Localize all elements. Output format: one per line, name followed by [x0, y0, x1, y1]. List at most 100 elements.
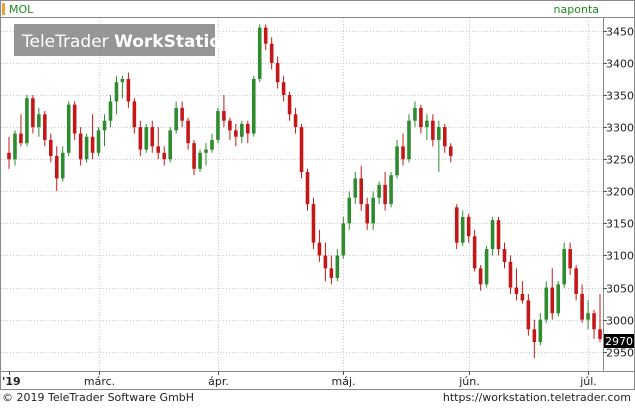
candle-body: [180, 107, 184, 121]
candle: [210, 133, 214, 153]
candle: [454, 204, 459, 250]
candle: [54, 146, 59, 192]
symbol-accent-bar: [2, 3, 5, 15]
candle: [514, 268, 519, 301]
candle: [305, 168, 310, 211]
candle-body: [508, 261, 513, 288]
candle-body: [586, 313, 590, 320]
candle: [78, 127, 83, 166]
candle-body: [246, 123, 250, 134]
candle: [156, 127, 161, 160]
y-tick-label: 3100: [606, 250, 634, 263]
candle: [407, 114, 411, 163]
candle-body: [359, 178, 364, 205]
candle: [568, 242, 572, 275]
candle-body: [299, 127, 304, 173]
candle: [132, 98, 137, 134]
candle-body: [90, 136, 95, 153]
candle: [538, 313, 543, 346]
candle-body: [574, 268, 578, 294]
candle: [204, 143, 208, 166]
y-tick-label: 3050: [606, 283, 634, 296]
symbol-label: MOL: [9, 3, 34, 16]
candle-body: [25, 98, 29, 144]
x-tick-label: júl.: [579, 375, 597, 388]
candle-body: [293, 114, 298, 128]
candle-body: [156, 146, 161, 153]
footer-copyright: © 2019 TeleTrader Software GmbH: [2, 391, 195, 404]
candle-body: [550, 287, 555, 314]
interval-label: naponta: [554, 3, 599, 16]
y-tick-label: 3000: [606, 315, 634, 328]
candle: [114, 75, 119, 115]
footer-url[interactable]: https://workstation.teletrader.com: [442, 391, 631, 404]
candle-body: [377, 184, 381, 198]
candle-body: [174, 107, 178, 131]
candle-body: [222, 111, 226, 121]
candle: [413, 101, 417, 128]
candle-body: [383, 184, 387, 205]
candle-body: [281, 82, 286, 96]
candle-body: [228, 120, 232, 131]
candle: [502, 242, 507, 269]
candle: [19, 114, 23, 147]
candle-body: [562, 249, 566, 285]
candle-body: [323, 255, 328, 269]
candle: [544, 281, 549, 323]
candle-body: [568, 249, 572, 269]
candle-body: [443, 127, 447, 147]
candle-body: [43, 114, 47, 140]
candle-body: [269, 43, 274, 63]
candle: [192, 139, 196, 176]
candle: [90, 114, 95, 160]
candle-body: [413, 107, 417, 121]
candle: [365, 197, 369, 230]
candle: [562, 242, 566, 288]
candle-body: [192, 143, 196, 169]
candle-body: [287, 95, 292, 115]
x-tick-label: '19: [2, 375, 21, 388]
candle-body: [37, 114, 41, 128]
candle-body: [54, 155, 59, 179]
candle: [84, 133, 89, 163]
candle-body: [114, 82, 119, 102]
candle-body: [48, 139, 53, 156]
candle: [251, 75, 256, 137]
candle-body: [126, 78, 131, 102]
candle: [556, 281, 561, 317]
candle: [335, 249, 340, 282]
candle: [150, 120, 155, 153]
candle: [240, 120, 244, 144]
candle: [293, 107, 298, 134]
candle: [263, 24, 268, 51]
grid: [1, 18, 603, 371]
candle: [472, 229, 477, 272]
candle: [508, 255, 513, 294]
candle-body: [341, 223, 346, 256]
candle-body: [240, 123, 244, 137]
candle: [168, 127, 172, 163]
x-tick-label: márc.: [84, 375, 115, 388]
candle-body: [598, 329, 602, 339]
x-axis: '19 márc. ápr. máj. jún. júl.: [2, 371, 597, 388]
candle: [299, 123, 304, 179]
y-tick-label: 3350: [606, 90, 634, 103]
candle: [43, 111, 47, 147]
candle: [347, 191, 352, 230]
candle-body: [275, 62, 280, 83]
last-price-value: 2970: [605, 335, 633, 348]
candle: [228, 117, 232, 140]
candle: [108, 95, 113, 128]
candle-body: [365, 204, 369, 224]
candle-body: [538, 319, 543, 343]
candle: [580, 284, 584, 323]
candle-body: [347, 197, 352, 224]
last-price-box: [604, 334, 634, 348]
x-tick-label: jún.: [458, 375, 480, 388]
candle-body: [520, 293, 525, 301]
candle: [96, 127, 101, 156]
candle-body: [460, 216, 465, 243]
candle-body: [305, 172, 310, 205]
candle: [419, 104, 423, 134]
